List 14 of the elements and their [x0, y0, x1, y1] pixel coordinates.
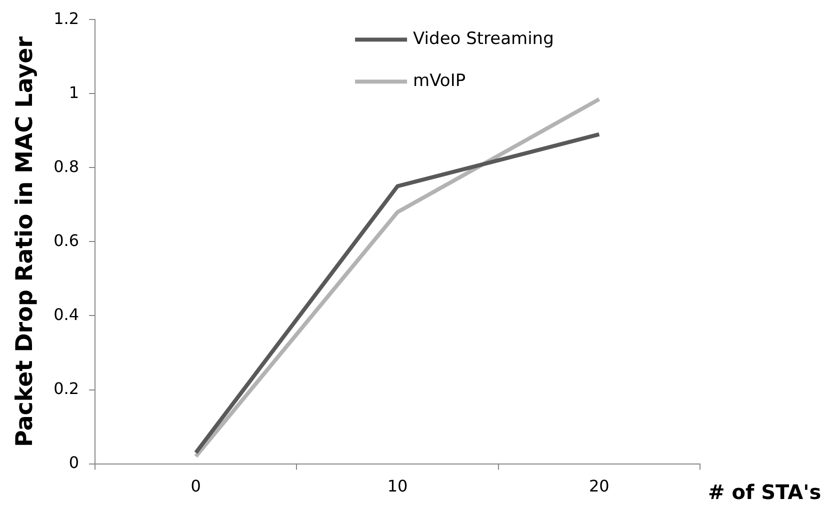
y-axis-title: Packet Drop Ratio in MAC Layer	[12, 36, 38, 447]
legend-label: mVoIP	[413, 71, 466, 92]
y-tick-label: 1	[68, 82, 80, 102]
y-tick-label: 1.2	[54, 8, 80, 28]
legend-label: Video Streaming	[413, 29, 554, 50]
x-tick-label: 0	[190, 476, 201, 496]
y-tick-label: 0.2	[54, 378, 80, 398]
y-tick-label: 0.4	[54, 304, 80, 324]
y-tick-label: 0.6	[54, 230, 80, 250]
x-tick-label: 20	[588, 476, 610, 496]
y-tick-label: 0	[68, 452, 80, 472]
x-tick-label: 10	[387, 476, 408, 496]
x-axis-title: # of STA's	[708, 480, 822, 504]
y-tick-label: 0.8	[54, 156, 80, 176]
